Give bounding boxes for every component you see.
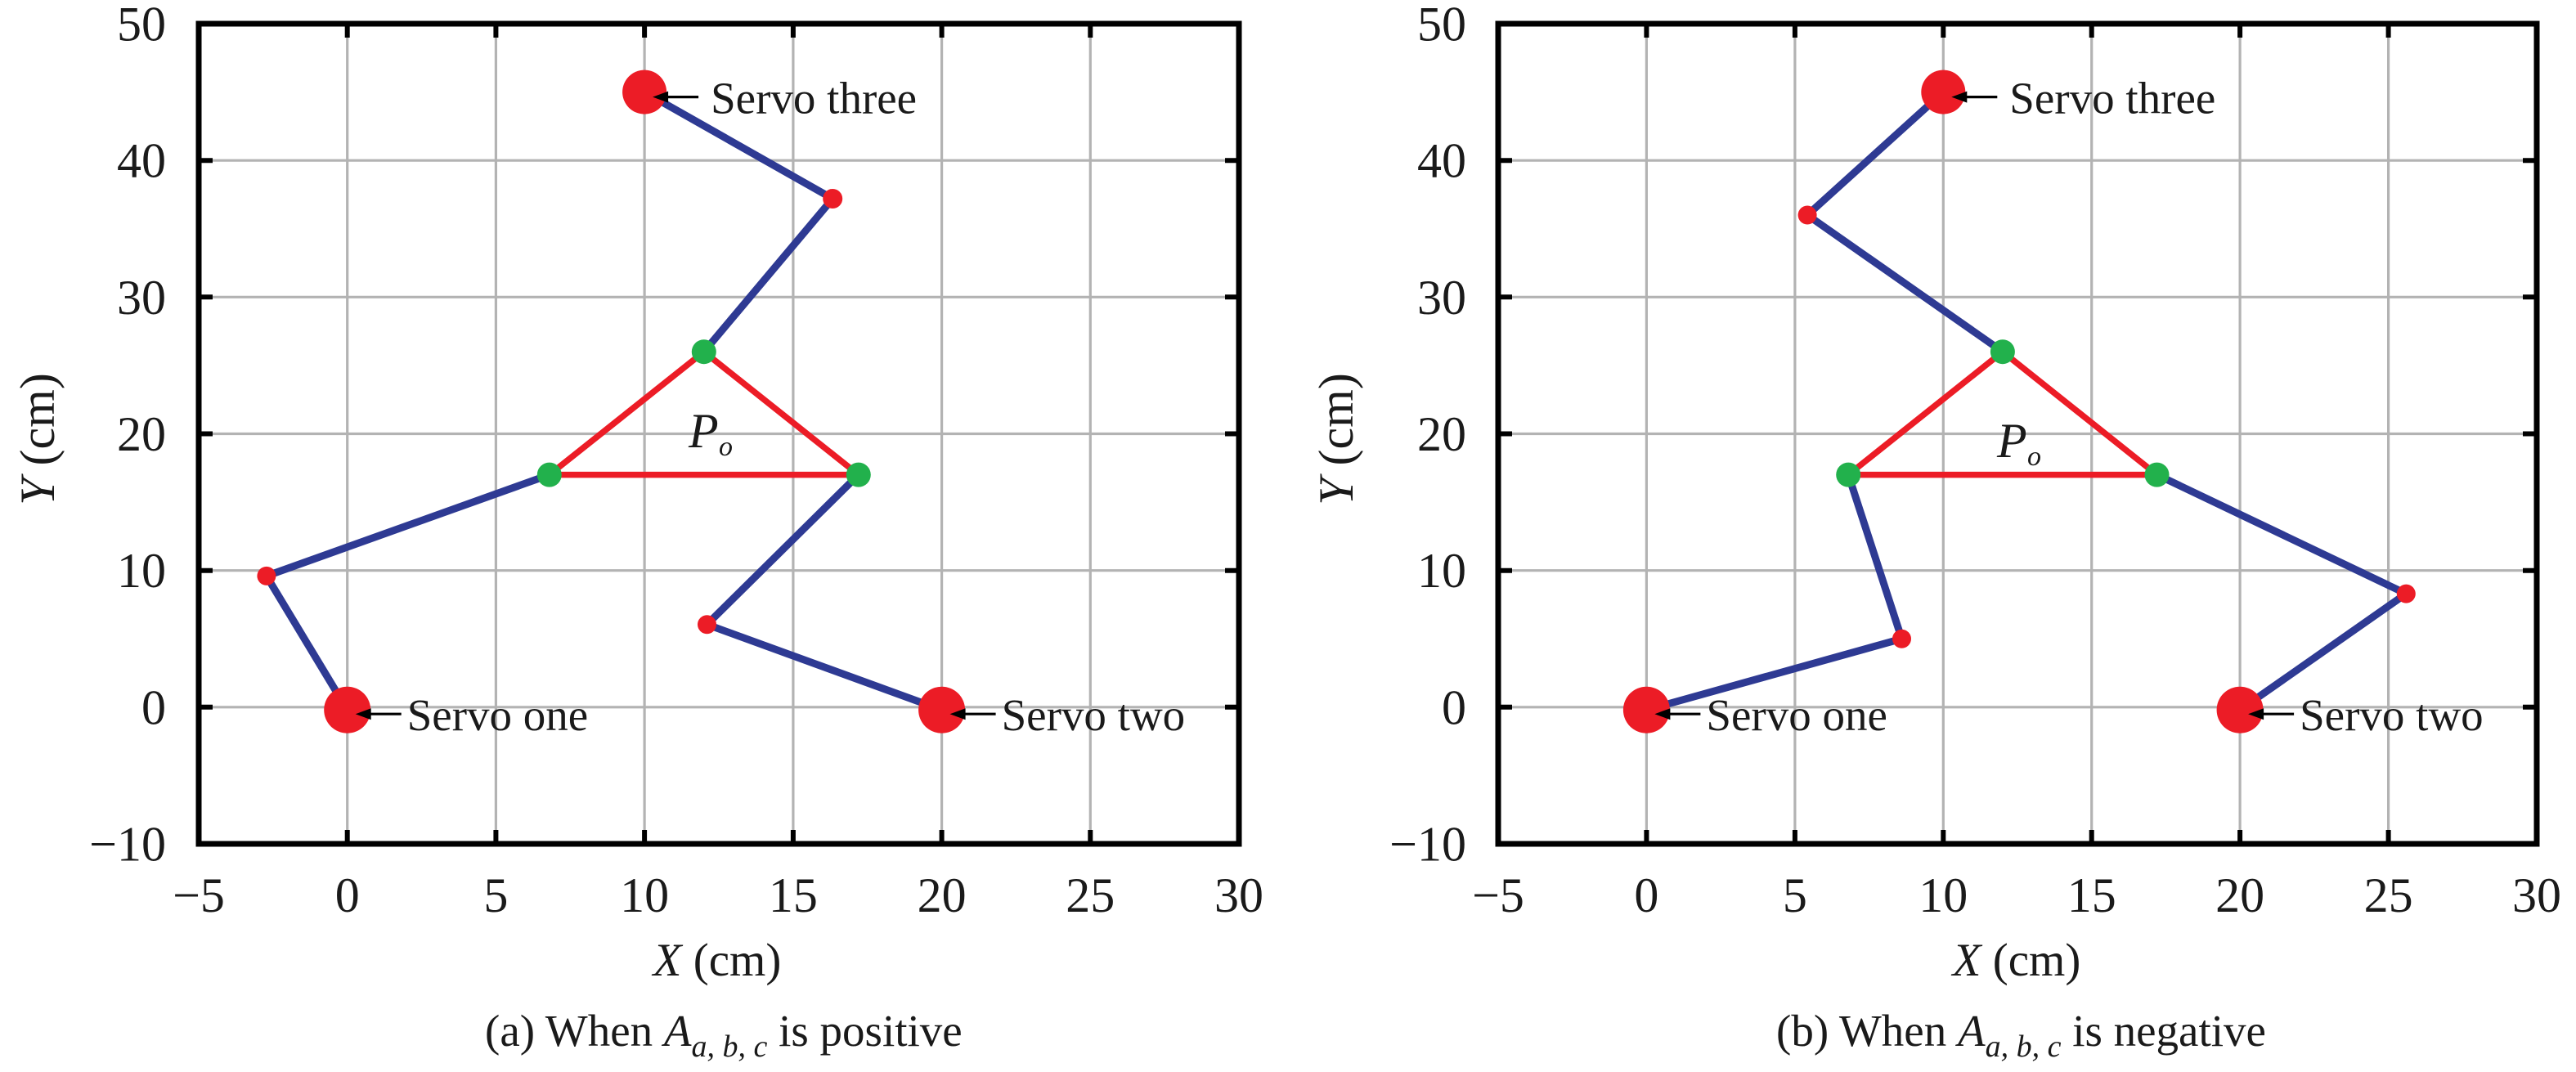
svg-text:50: 50: [1417, 0, 1466, 52]
svg-text:0: 0: [1634, 868, 1658, 922]
svg-text:(b) When Aa, b, c is negative: (b) When Aa, b, c is negative: [1776, 1006, 2266, 1064]
svg-text:10: 10: [1417, 544, 1466, 598]
svg-text:10: 10: [117, 544, 166, 598]
svg-text:Servo one: Servo one: [1706, 690, 1887, 740]
svg-text:0: 0: [1442, 680, 1466, 734]
svg-text:15: 15: [2067, 868, 2116, 922]
svg-text:40: 40: [117, 134, 166, 188]
svg-text:5: 5: [1783, 868, 1807, 922]
svg-text:20: 20: [918, 868, 967, 922]
svg-text:(a) When Aa, b, c is positive: (a) When Aa, b, c is positive: [485, 1006, 963, 1064]
svg-text:30: 30: [1214, 868, 1263, 922]
svg-text:o: o: [719, 432, 733, 462]
svg-text:Y (cm): Y (cm): [11, 373, 65, 505]
svg-text:30: 30: [2512, 868, 2561, 922]
svg-text:25: 25: [2364, 868, 2413, 922]
svg-text:20: 20: [1417, 407, 1466, 461]
svg-text:−5: −5: [173, 868, 225, 922]
svg-text:o: o: [2027, 442, 2041, 472]
svg-text:50: 50: [117, 0, 166, 52]
svg-text:40: 40: [1417, 134, 1466, 188]
svg-text:X (cm): X (cm): [1951, 935, 2081, 986]
svg-text:15: 15: [769, 868, 818, 922]
svg-text:−10: −10: [89, 818, 166, 872]
svg-text:25: 25: [1066, 868, 1115, 922]
svg-text:10: 10: [1919, 868, 1968, 922]
svg-text:Servo two: Servo two: [2300, 690, 2484, 740]
svg-text:0: 0: [141, 680, 166, 734]
svg-text:Servo three: Servo three: [711, 74, 917, 123]
svg-text:Servo two: Servo two: [1002, 690, 1186, 740]
svg-text:P: P: [688, 404, 719, 458]
svg-text:20: 20: [2215, 868, 2264, 922]
svg-text:Servo one: Servo one: [407, 690, 588, 740]
svg-text:30: 30: [117, 271, 166, 325]
svg-text:10: 10: [620, 868, 669, 922]
svg-text:0: 0: [335, 868, 360, 922]
svg-text:−10: −10: [1389, 818, 1466, 872]
svg-text:X (cm): X (cm): [652, 935, 782, 986]
svg-text:Y (cm): Y (cm): [1309, 373, 1363, 505]
svg-text:Servo three: Servo three: [2009, 74, 2215, 123]
svg-text:5: 5: [483, 868, 508, 922]
svg-text:30: 30: [1417, 271, 1466, 325]
svg-text:P: P: [1996, 414, 2027, 468]
svg-text:20: 20: [117, 407, 166, 461]
svg-text:−5: −5: [1472, 868, 1524, 922]
